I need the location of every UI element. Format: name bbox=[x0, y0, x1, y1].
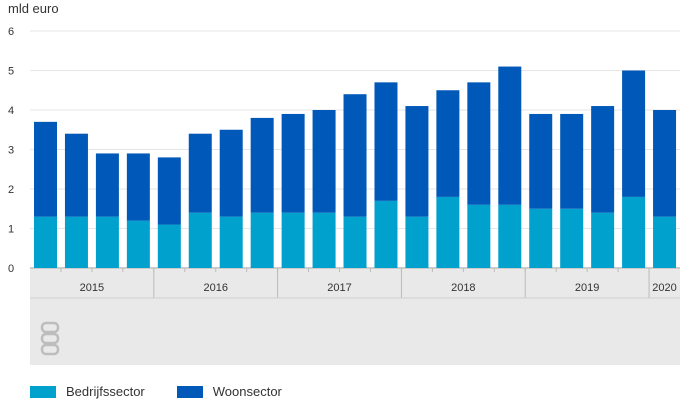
legend-item-woonsector[interactable]: Woonsector bbox=[176, 384, 282, 399]
bar-bedrijfssector[interactable] bbox=[64, 216, 88, 268]
bar-bedrijfssector[interactable] bbox=[591, 212, 615, 268]
bar-bedrijfssector[interactable] bbox=[188, 212, 212, 268]
bar-bedrijfssector[interactable] bbox=[498, 204, 522, 268]
x-tick-label-year: 2017 bbox=[327, 282, 351, 294]
bar-woonsector[interactable] bbox=[95, 153, 119, 217]
legend-swatch-woonsector bbox=[176, 385, 203, 398]
cbs-logo-icon bbox=[40, 321, 60, 356]
bar-bedrijfssector[interactable] bbox=[281, 212, 305, 268]
legend-label-woonsector: Woonsector bbox=[212, 384, 282, 399]
bar-woonsector[interactable] bbox=[219, 129, 243, 217]
bar-woonsector[interactable] bbox=[591, 106, 615, 213]
bar-woonsector[interactable] bbox=[436, 90, 460, 197]
bar-woonsector[interactable] bbox=[622, 70, 646, 197]
x-tick-label-year: 2015 bbox=[80, 282, 104, 294]
y-tick-label: 3 bbox=[8, 145, 14, 157]
x-tick-label-year: 2018 bbox=[451, 282, 475, 294]
bar-bedrijfssector[interactable] bbox=[653, 216, 677, 268]
bar-woonsector[interactable] bbox=[34, 121, 57, 217]
x-tick-label-year: 2020 bbox=[652, 282, 676, 294]
bar-woonsector[interactable] bbox=[405, 106, 429, 217]
x-tick-label-year: 2019 bbox=[575, 282, 599, 294]
bar-woonsector[interactable] bbox=[560, 113, 584, 209]
bar-woonsector[interactable] bbox=[250, 117, 274, 213]
bar-woonsector[interactable] bbox=[653, 110, 677, 217]
bar-woonsector[interactable] bbox=[64, 133, 88, 217]
y-axis-unit-label: mld euro bbox=[8, 1, 59, 16]
bar-bedrijfssector[interactable] bbox=[250, 212, 274, 268]
bar-bedrijfssector[interactable] bbox=[560, 208, 584, 268]
bar-bedrijfssector[interactable] bbox=[374, 200, 398, 268]
bar-woonsector[interactable] bbox=[343, 94, 367, 217]
bar-woonsector[interactable] bbox=[374, 82, 398, 201]
y-tick-label: 2 bbox=[8, 184, 14, 196]
y-tick-label: 5 bbox=[8, 66, 14, 78]
y-tick-label: 4 bbox=[8, 105, 14, 117]
bar-woonsector[interactable] bbox=[281, 113, 305, 213]
bar-woonsector[interactable] bbox=[467, 82, 491, 205]
y-tick-label: 6 bbox=[8, 26, 14, 38]
y-tick-label: 0 bbox=[8, 263, 14, 275]
bar-woonsector[interactable] bbox=[126, 153, 150, 221]
bar-woonsector[interactable] bbox=[157, 157, 181, 225]
bar-bedrijfssector[interactable] bbox=[405, 216, 429, 268]
legend-label-bedrijfssector: Bedrijfssector bbox=[66, 384, 145, 399]
bar-bedrijfssector[interactable] bbox=[312, 212, 336, 268]
bar-bedrijfssector[interactable] bbox=[436, 196, 460, 268]
bar-bedrijfssector[interactable] bbox=[467, 204, 491, 268]
bar-woonsector[interactable] bbox=[188, 133, 212, 213]
bar-bedrijfssector[interactable] bbox=[343, 216, 367, 268]
bar-bedrijfssector[interactable] bbox=[126, 220, 150, 268]
x-axis-band: 2015 2016 2017 2018 2019 2020 bbox=[30, 268, 680, 365]
bar-bedrijfssector[interactable] bbox=[622, 196, 646, 268]
y-tick-label: 1 bbox=[8, 224, 14, 236]
legend: Bedrijfssector Woonsector bbox=[30, 384, 314, 399]
y-axis-ticks: 0 1 2 3 4 5 6 bbox=[8, 26, 14, 275]
bar-bedrijfssector[interactable] bbox=[157, 224, 181, 268]
bar-woonsector[interactable] bbox=[529, 113, 553, 209]
legend-item-bedrijfssector[interactable]: Bedrijfssector bbox=[30, 384, 145, 399]
bar-bedrijfssector[interactable] bbox=[529, 208, 553, 268]
bar-bedrijfssector[interactable] bbox=[95, 216, 119, 268]
bars bbox=[34, 66, 677, 268]
bar-bedrijfssector[interactable] bbox=[219, 216, 243, 268]
x-axis-band-background bbox=[30, 269, 680, 365]
legend-swatch-bedrijfssector bbox=[30, 385, 56, 398]
bar-woonsector[interactable] bbox=[498, 66, 522, 205]
bar-bedrijfssector[interactable] bbox=[34, 216, 57, 268]
bar-woonsector[interactable] bbox=[312, 110, 336, 213]
x-tick-label-year: 2016 bbox=[203, 282, 227, 294]
